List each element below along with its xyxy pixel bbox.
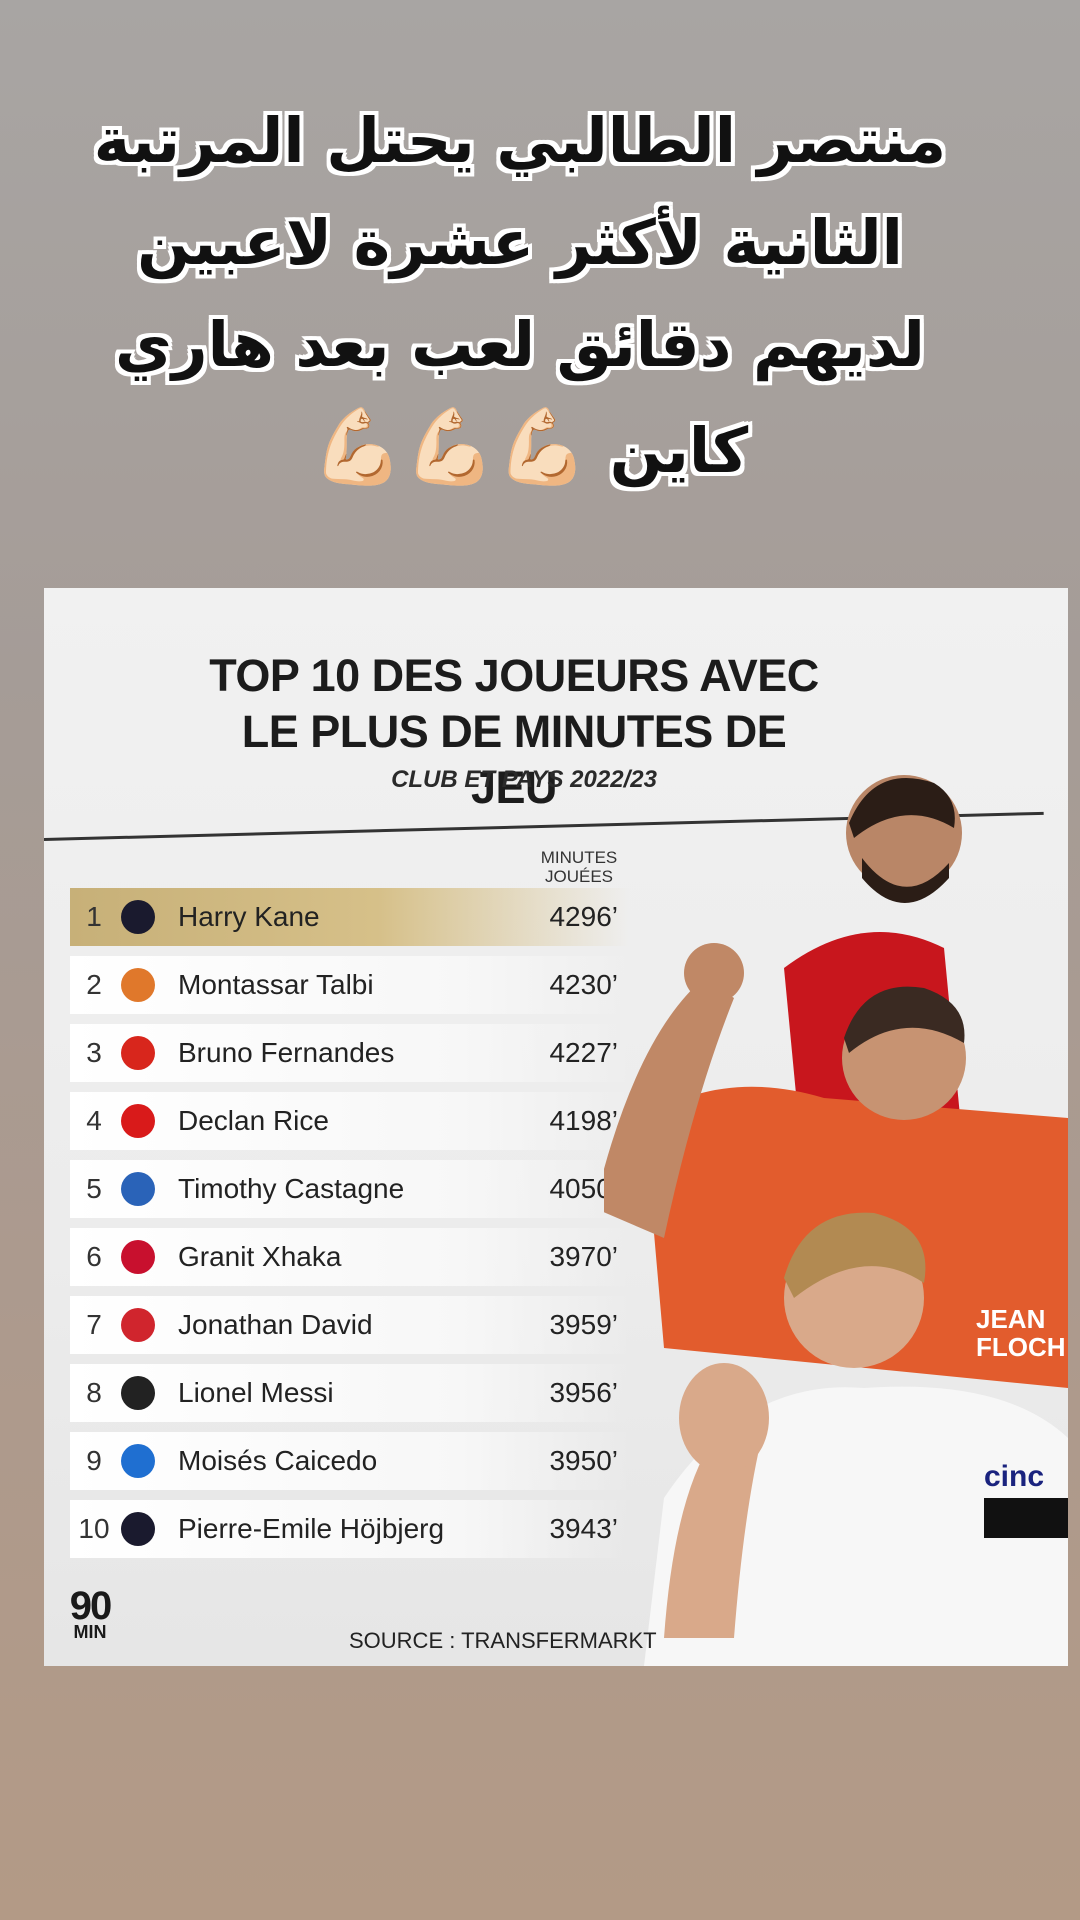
club-crest-icon <box>118 1169 158 1209</box>
club-crest-icon <box>118 965 158 1005</box>
table-row: 6 Granit Xhaka 3970’ <box>70 1228 630 1286</box>
minutes-played: 4296’ <box>549 901 618 932</box>
minutes-played: 3959’ <box>549 1309 618 1340</box>
table-row: 10 Pierre-Emile Höjbjerg 3943’ <box>70 1500 630 1558</box>
rank-number: 7 <box>86 1309 102 1340</box>
graphic-subtitle: CLUB ET PAYS 2022/23 <box>391 766 657 793</box>
table-row: 4 Declan Rice 4198’ <box>70 1092 630 1150</box>
minutes-played: 4230’ <box>549 969 618 1000</box>
caption-line-2: الثانية لأكثر عشرة لاعبين <box>137 206 903 279</box>
logo-number: 90 <box>69 1584 113 1628</box>
source-credit: SOURCE : TRANSFERMARKT <box>349 1628 657 1653</box>
minutes-column-header-line-2: JOUÉES <box>544 867 614 886</box>
flexed-biceps-icon: 💪🏻💪🏻💪🏻 <box>311 404 589 490</box>
club-crest-icon <box>118 1101 158 1141</box>
player-name: Moisés Caicedo <box>178 1445 378 1476</box>
minutes-played: 3970’ <box>549 1241 618 1272</box>
rank-number: 8 <box>86 1377 102 1408</box>
minutes-column-header: MINUTES JOUÉES <box>504 848 654 886</box>
player-name: Harry Kane <box>178 901 320 932</box>
svg-text:JEAN: JEAN <box>976 1304 1045 1334</box>
caption-line-3: لديهم دقائق لعب بعد هاري <box>115 308 925 381</box>
table-row: 7 Jonathan David 3959’ <box>70 1296 630 1354</box>
player-name: Lionel Messi <box>178 1377 334 1408</box>
club-crest-icon <box>118 1441 158 1481</box>
player-name: Declan Rice <box>178 1105 329 1136</box>
rank-number: 2 <box>86 969 102 1000</box>
svg-text:cinc: cinc <box>984 1460 1044 1493</box>
90min-logo: 90 MIN <box>60 1584 120 1642</box>
club-crest-icon <box>118 1373 158 1413</box>
player-name: Jonathan David <box>178 1309 373 1340</box>
caption-line-4: كاين 💪🏻💪🏻💪🏻 <box>70 396 970 502</box>
club-crest-icon <box>118 1237 158 1277</box>
player-name: Montassar Talbi <box>178 969 374 1000</box>
svg-text:FLOCH: FLOCH <box>976 1332 1066 1362</box>
rank-number: 3 <box>86 1037 102 1068</box>
club-crest-icon <box>118 1305 158 1345</box>
minutes-played: 4227’ <box>549 1037 618 1068</box>
player-photo-white-kit: cinc <box>644 1212 1068 1666</box>
rank-number: 4 <box>86 1105 102 1136</box>
rank-number: 6 <box>86 1241 102 1272</box>
caption-line-1: منتصر الطالبي يحتل المرتبة <box>93 104 947 177</box>
minutes-played: 3956’ <box>549 1377 618 1408</box>
rank-number: 9 <box>86 1445 102 1476</box>
minutes-played: 3943’ <box>549 1513 618 1544</box>
table-row: 2 Montassar Talbi 4230’ <box>70 956 630 1014</box>
graphic-title-line-2: LE PLUS DE MINUTES DE JEU <box>241 706 787 813</box>
minutes-played: 4050’ <box>549 1173 618 1204</box>
post-caption: منتصر الطالبي يحتل المرتبة الثانية لأكثر… <box>70 90 970 502</box>
rank-number: 10 <box>78 1513 110 1544</box>
caption-line-4-text: كاين <box>609 414 749 487</box>
minutes-column-header-line-1: MINUTES <box>540 848 618 867</box>
table-row: 5 Timothy Castagne 4050’ <box>70 1160 630 1218</box>
minutes-played: 3950’ <box>549 1445 618 1476</box>
table-row: 8 Lionel Messi 3956’ <box>70 1364 630 1422</box>
players-photo-collage: JEAN FLOCH cinc <box>604 775 1068 1666</box>
logo-text: MIN <box>73 1622 107 1642</box>
player-name: Granit Xhaka <box>178 1241 342 1272</box>
ranking-table: 1 Harry Kane 4296’ 2 Montassar Talbi 4230’ 3 Br… <box>70 888 630 1568</box>
rank-number: 1 <box>86 901 102 932</box>
rank-number: 5 <box>86 1173 102 1204</box>
ranking-graphic: TOP 10 DES JOUEURS AVEC LE PLUS DE MINUT… <box>44 588 1068 1666</box>
player-name: Bruno Fernandes <box>178 1037 395 1068</box>
graphic-title: TOP 10 DES JOUEURS AVEC LE PLUS DE MINUT… <box>194 648 834 816</box>
club-crest-icon <box>118 1033 158 1073</box>
graphic-title-line-1: TOP 10 DES JOUEURS AVEC <box>209 650 819 701</box>
table-row: 9 Moisés Caicedo 3950’ <box>70 1432 630 1490</box>
player-name: Timothy Castagne <box>178 1173 405 1204</box>
table-row: 1 Harry Kane 4296’ <box>70 888 630 946</box>
table-row: 3 Bruno Fernandes 4227’ <box>70 1024 630 1082</box>
minutes-played: 4198’ <box>549 1105 618 1136</box>
player-name: Pierre-Emile Höjbjerg <box>178 1513 445 1544</box>
club-crest-icon <box>118 1509 158 1549</box>
club-crest-icon <box>118 897 158 937</box>
